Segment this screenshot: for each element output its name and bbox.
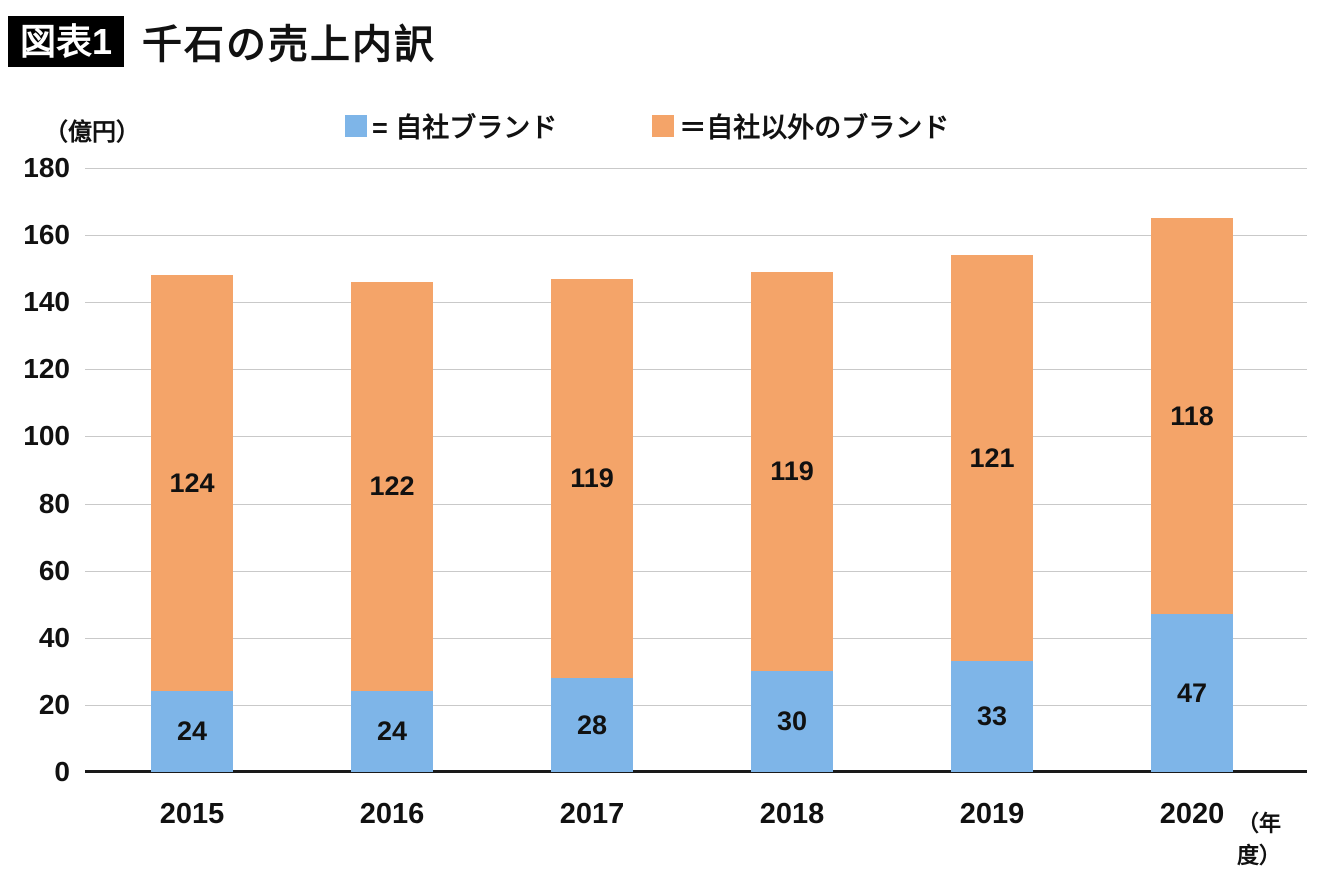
bar-segment-own-brand: 24 xyxy=(151,691,233,772)
bar-segment-other-brand: 121 xyxy=(951,255,1033,662)
bar-value-label: 33 xyxy=(976,701,1008,732)
legend-item-other-brand: ＝自社以外のブランド xyxy=(652,106,949,145)
y-tick-label: 0 xyxy=(54,756,70,787)
legend-swatch-other-brand xyxy=(652,114,675,137)
legend-item-own-brand: = 自社ブランド xyxy=(345,106,557,145)
bar-segment-own-brand: 24 xyxy=(351,691,433,772)
y-tick-label: 120 xyxy=(23,353,70,385)
bar-value-label: 47 xyxy=(1176,677,1208,708)
figure-number-badge: 図表1 xyxy=(8,15,125,67)
bar-segment-other-brand: 124 xyxy=(151,275,233,692)
gridline xyxy=(85,436,1307,438)
bar-value-label: 118 xyxy=(1170,400,1214,431)
legend: = 自社ブランド ＝自社以外のブランド xyxy=(345,106,949,145)
x-tick-label: 2016 xyxy=(359,798,425,830)
gridline xyxy=(85,637,1307,639)
x-tick-label: 2018 xyxy=(759,798,825,830)
x-axis-line xyxy=(85,770,1307,773)
legend-label-other-brand: ＝自社以外のブランド xyxy=(679,113,950,143)
bar-value-label: 24 xyxy=(376,716,408,747)
bar-segment-own-brand: 30 xyxy=(751,671,833,772)
bar-value-label: 122 xyxy=(369,471,415,502)
figure-title: 千石の売上内訳 xyxy=(142,23,437,67)
y-tick-label: 40 xyxy=(38,621,70,653)
bar-value-label: 24 xyxy=(176,716,208,747)
gridline xyxy=(85,369,1307,371)
y-axis-unit-label: （億円） xyxy=(44,119,140,146)
gridline xyxy=(85,302,1307,304)
y-tick-label: 140 xyxy=(23,286,70,318)
y-tick-label: 60 xyxy=(38,554,70,586)
y-tick-label: 80 xyxy=(38,487,70,519)
bar-value-label: 124 xyxy=(169,467,215,498)
bar-value-label: 30 xyxy=(776,706,808,737)
gridline xyxy=(85,570,1307,572)
figure-header: 図表1 千石の売上内訳 xyxy=(8,12,436,70)
plot-area: （年度） 24 124 2015 24 122 2016 28 119 2017 30 119 201… xyxy=(85,168,1307,868)
gridline xyxy=(85,235,1307,237)
bar-segment-other-brand: 119 xyxy=(551,278,633,679)
x-tick-label: 2015 xyxy=(159,798,225,830)
bar-segment-own-brand: 47 xyxy=(1151,614,1233,772)
bar-segment-own-brand: 33 xyxy=(951,661,1033,772)
gridline xyxy=(85,704,1307,706)
bar-value-label: 28 xyxy=(576,709,608,740)
y-axis: 0 20 40 60 80 100 120 140 160 180 xyxy=(0,152,70,787)
legend-label-own-brand: = 自社ブランド xyxy=(372,113,558,143)
y-tick-label: 100 xyxy=(23,420,70,452)
x-tick-label: 2020 xyxy=(1159,798,1225,830)
y-tick-label: 180 xyxy=(23,152,70,183)
gridline xyxy=(85,503,1307,505)
legend-swatch-own-brand xyxy=(345,114,367,137)
x-tick-label: 2019 xyxy=(959,798,1025,830)
stacked-bar-chart: 0 20 40 60 80 100 120 140 160 180 （年度） 24 124 2015 2… xyxy=(0,152,1307,868)
x-tick-label: 2017 xyxy=(559,798,625,830)
y-tick-label: 160 xyxy=(23,219,70,251)
bar-segment-other-brand: 119 xyxy=(751,272,833,672)
bar-value-label: 121 xyxy=(969,442,1015,473)
bar-segment-other-brand: 118 xyxy=(1151,218,1233,615)
bar-segment-own-brand: 28 xyxy=(551,678,633,772)
bar-value-label: 119 xyxy=(570,462,614,493)
y-tick-label: 20 xyxy=(38,688,70,720)
gridline xyxy=(85,168,1307,169)
bar-segment-other-brand: 122 xyxy=(351,282,433,692)
bar-value-label: 119 xyxy=(770,456,814,487)
